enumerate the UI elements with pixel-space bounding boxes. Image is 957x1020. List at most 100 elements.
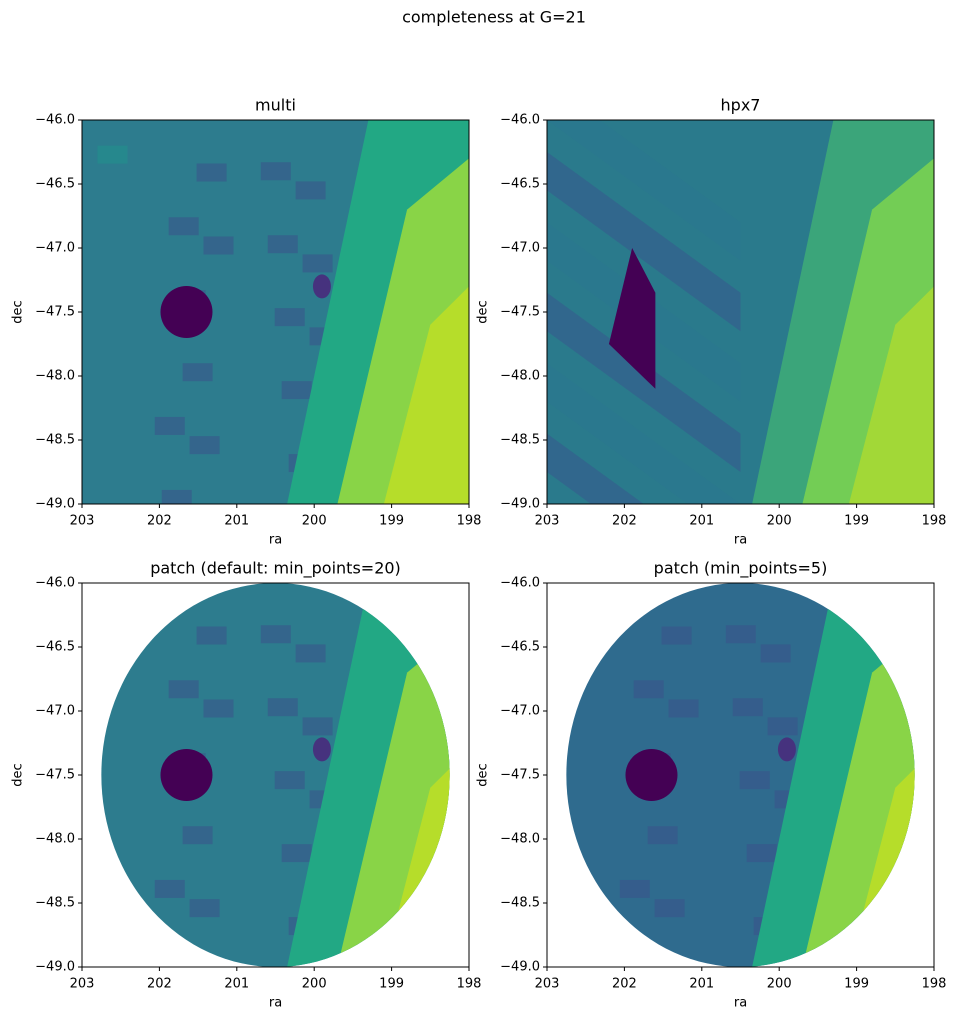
heatmap-region [415,881,446,900]
x-tick-label: 201 [689,977,714,992]
heatmap-region [196,163,227,182]
y-tick-label: −47.0 [35,241,75,256]
heatmap-region [777,737,796,762]
heatmap-region [547,292,741,472]
y-tick-label: −47.5 [500,305,540,320]
heatmap-region [161,952,192,967]
heatmap-region [848,286,934,504]
heatmap-region [547,120,741,261]
heatmap-region [547,363,741,504]
heatmap [566,583,915,967]
heatmap-region [608,248,656,389]
figure-title: completeness at G=21 [402,8,586,27]
heatmap-region [625,749,678,801]
panel: hpx7 203 202 201 200 199 198 −46.0 −46.5 −47.0 −47… [476,96,947,548]
y-tick-label: −48.0 [35,832,75,847]
x-tick-label: 199 [844,977,869,992]
heatmap-region [626,952,657,967]
heatmap-region [647,826,678,845]
heatmap [101,583,450,967]
x-tick-label: 202 [612,977,637,992]
heatmap-region [161,489,192,504]
x-axis-label: ra [269,533,282,548]
heatmap-region [760,644,791,663]
heatmap-region [267,235,298,254]
x-tick-label: 199 [379,977,404,992]
x-tick-label: 198 [922,977,947,992]
y-tick-label: −46.0 [35,576,75,591]
y-tick-label: −49.0 [35,497,75,512]
heatmap-region [312,737,331,762]
y-tick-label: −48.5 [500,433,540,448]
y-axis-label: dec [476,763,491,786]
panel: multi 203 202 201 200 199 198 −46.0 −46.5 −47.0 −4… [11,96,482,548]
y-tick-label: −47.0 [35,704,75,719]
heatmap-region [168,217,199,236]
y-tick-label: −46.5 [35,640,75,655]
heatmap-region [281,844,312,863]
heatmap-region [746,844,777,863]
heatmap-region [203,236,234,255]
heatmap-region [387,935,418,953]
heatmap-region [852,935,883,953]
x-axis-label: ra [269,996,282,1011]
x-tick-label: 203 [70,977,95,992]
y-axis-label: dec [11,763,26,786]
heatmap-region [182,826,213,845]
y-tick-label: −48.0 [500,832,540,847]
x-tick-label: 198 [922,514,947,529]
y-tick-label: −47.0 [500,704,540,719]
y-tick-label: −47.5 [35,305,75,320]
y-axis-label: dec [476,300,491,323]
heatmap-region [661,626,692,645]
heatmap-region [274,308,305,327]
y-tick-label: −49.0 [500,497,540,512]
y-tick-label: −46.0 [500,113,540,128]
heatmap-region [97,145,128,164]
heatmap-region [566,608,593,627]
panel: patch (min_points=5) 203 202 201 200 199 198 −4… [476,559,947,1011]
heatmap-region [654,899,685,918]
heatmap-region [547,433,644,504]
heatmap-region [725,625,756,644]
heatmap-region [383,286,469,504]
heatmap-region [302,254,333,273]
x-tick-label: 200 [767,514,792,529]
y-tick-label: −47.5 [35,768,75,783]
heatmap-region [160,749,213,801]
y-tick-label: −46.5 [500,177,540,192]
heatmap-region [189,436,220,455]
heatmap-region [182,363,213,382]
panel-title: patch (default: min_points=20) [150,559,401,579]
x-tick-label: 202 [147,977,172,992]
heatmap-region [732,698,763,717]
heatmap-region [274,771,305,790]
x-axis-label: ra [734,996,747,1011]
y-tick-label: −48.0 [500,369,540,384]
x-tick-label: 201 [224,977,249,992]
x-tick-label: 200 [302,514,327,529]
x-tick-label: 202 [147,514,172,529]
x-tick-label: 203 [70,514,95,529]
x-tick-label: 201 [224,514,249,529]
heatmap-region [154,879,185,898]
x-tick-label: 198 [457,977,482,992]
y-axis-label: dec [11,300,26,323]
heatmap-region [260,162,291,181]
x-tick-label: 203 [535,514,560,529]
heatmap-region [267,698,298,717]
y-tick-label: −46.5 [500,640,540,655]
heatmap [82,120,469,504]
heatmap-region [295,644,326,663]
y-tick-label: −47.0 [500,241,540,256]
x-axis-label: ra [734,533,747,548]
y-tick-label: −46.5 [35,177,75,192]
y-tick-label: −48.5 [500,896,540,911]
heatmap-region [189,899,220,918]
y-tick-label: −47.5 [500,768,540,783]
x-tick-label: 203 [535,977,560,992]
heatmap-region [668,699,699,718]
heatmap-region [203,699,234,718]
heatmap [547,120,934,504]
heatmap-region [154,416,185,435]
